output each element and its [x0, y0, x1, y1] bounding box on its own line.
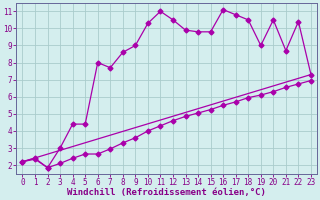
X-axis label: Windchill (Refroidissement éolien,°C): Windchill (Refroidissement éolien,°C) [67, 188, 266, 197]
